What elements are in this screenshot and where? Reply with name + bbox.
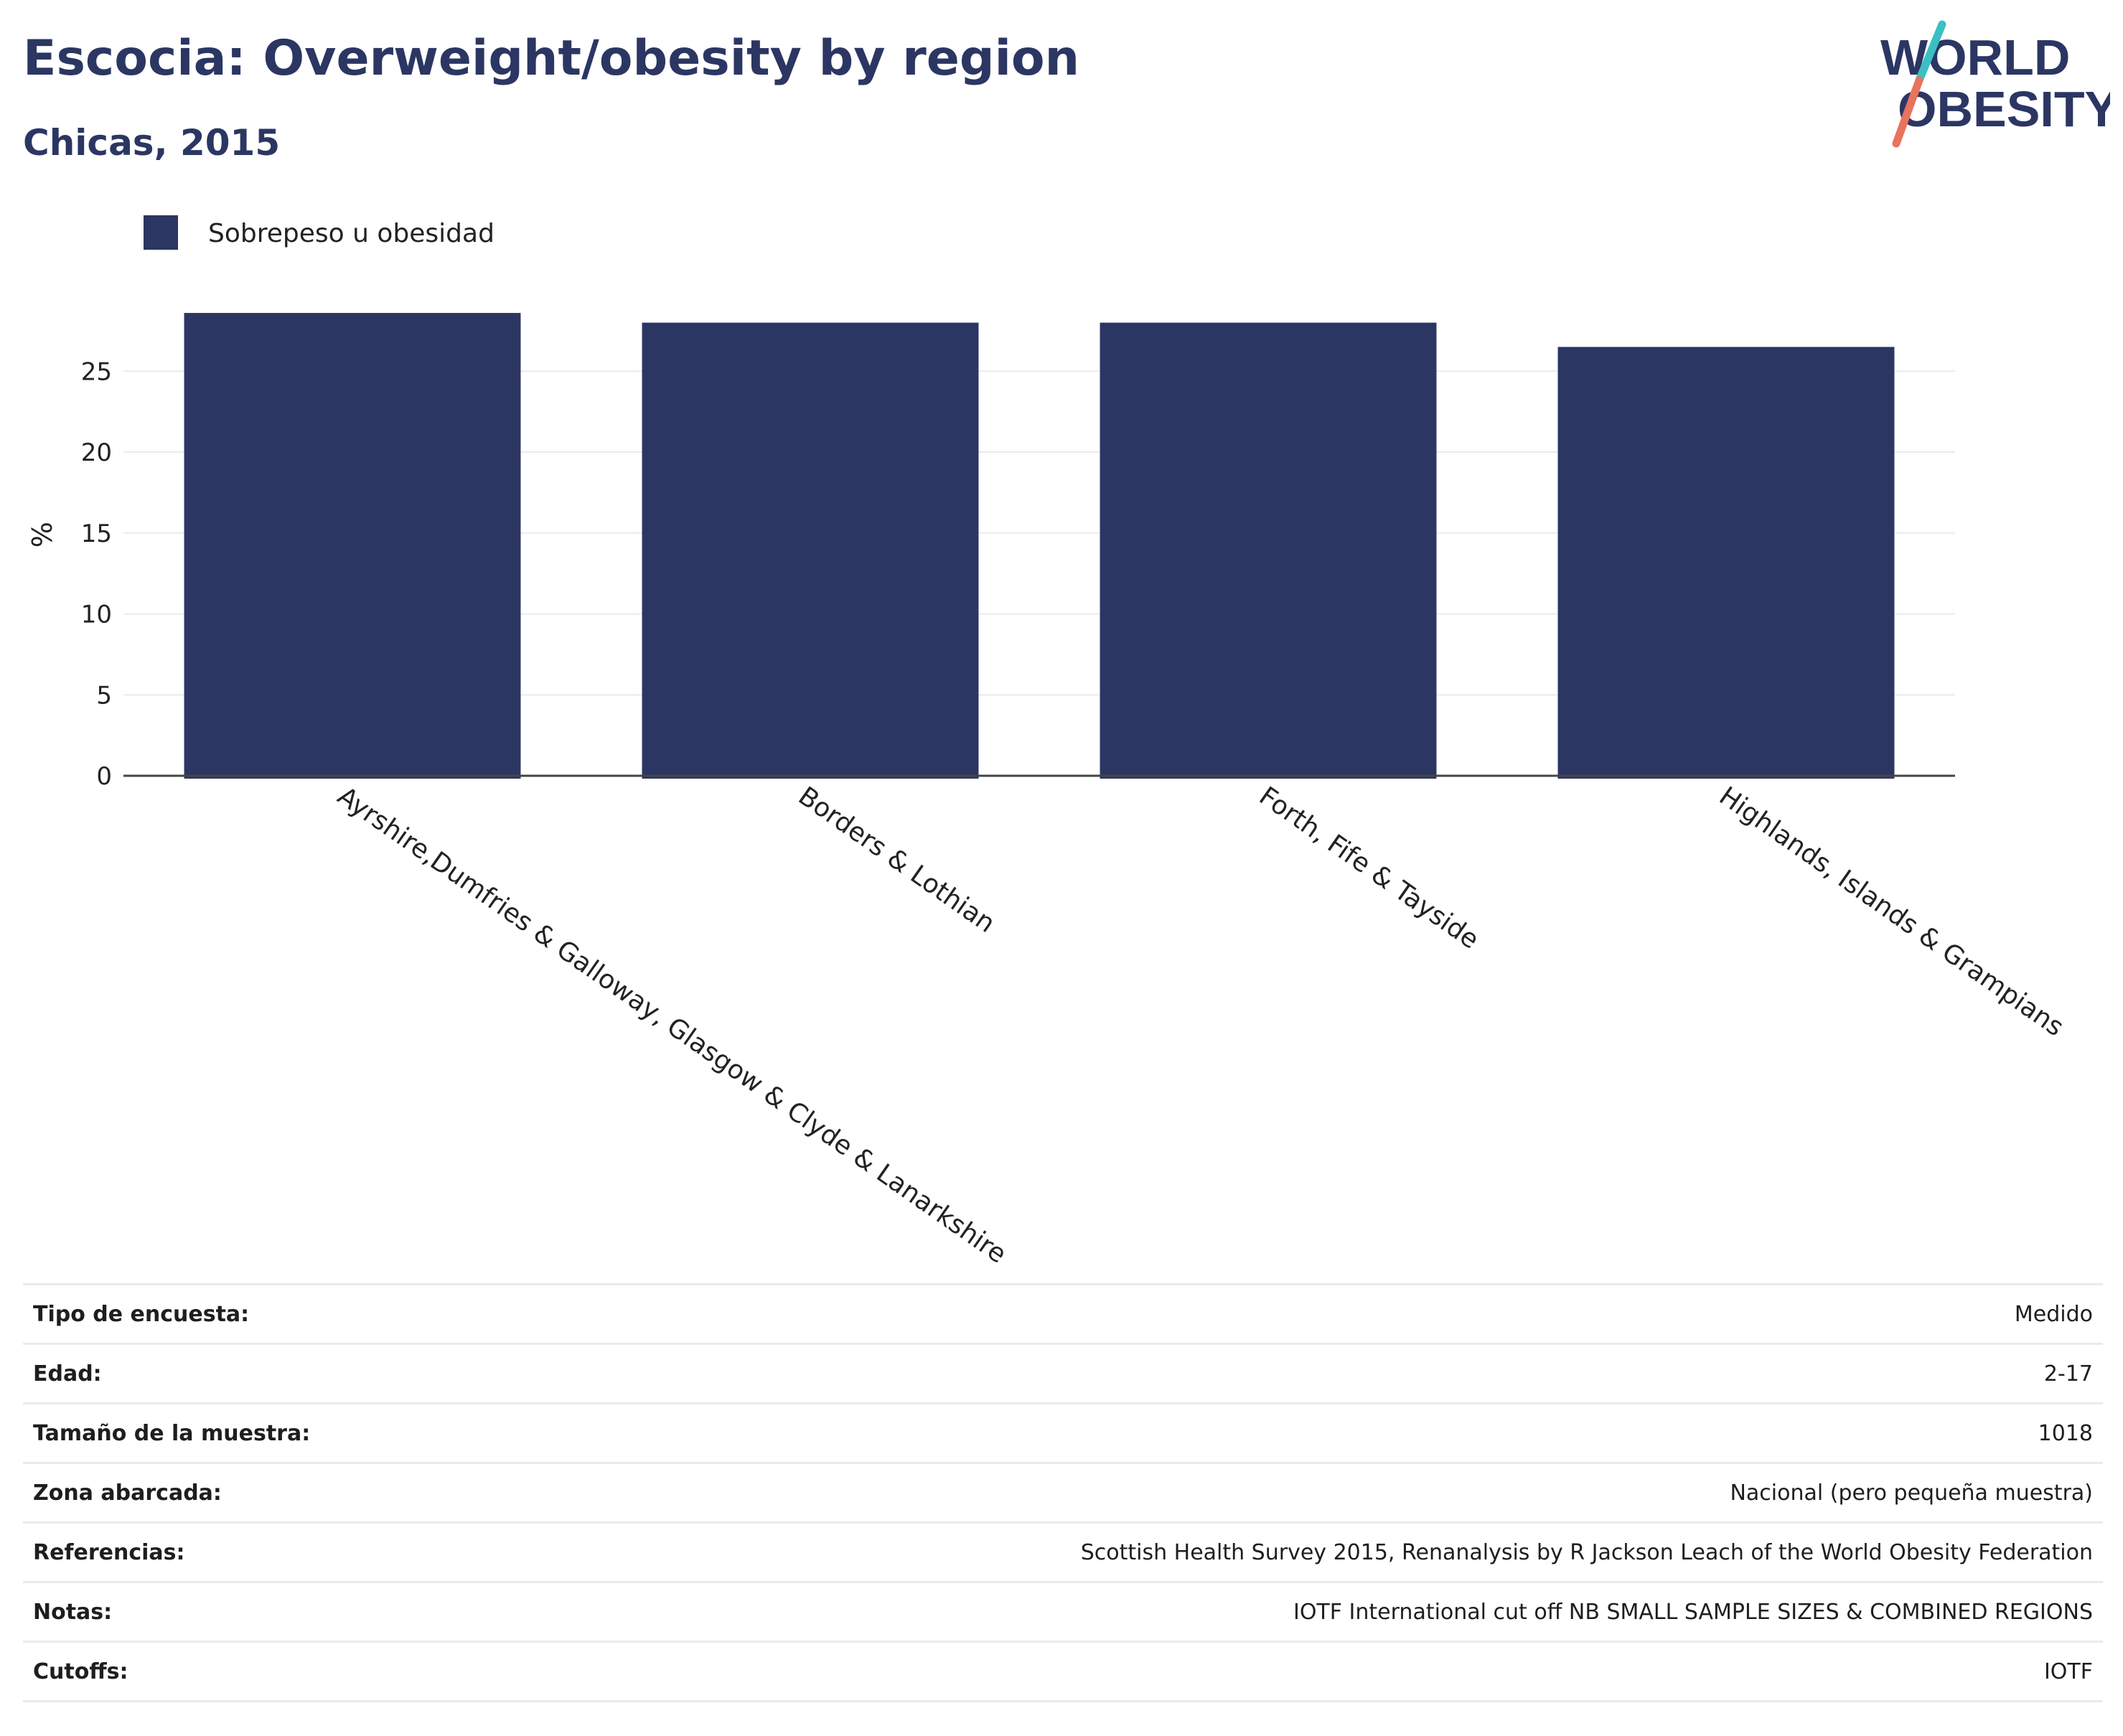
table-row: Zona abarcada: Nacional (pero pequeña mue… <box>23 1463 2103 1523</box>
detail-value: IOTF International cut off NB SMALL SAMP… <box>1293 1599 2093 1625</box>
detail-value: Medido <box>2014 1301 2093 1327</box>
logo-line1: WORLD <box>1880 29 2070 85</box>
detail-label: Edad: <box>33 1361 102 1387</box>
detail-label: Zona abarcada: <box>33 1480 222 1506</box>
y-tick-label: 5 <box>96 681 112 710</box>
world-obesity-logo: WORLD OBESITY <box>1880 20 2110 148</box>
bar <box>1100 322 1437 779</box>
y-axis-label: % <box>27 522 58 548</box>
detail-label: Tipo de encuesta: <box>33 1301 250 1327</box>
detail-label: Cutoffs: <box>33 1658 128 1684</box>
x-tick-label: Highlands, Islands & Grampians <box>1714 782 2069 1043</box>
detail-value: Nacional (pero pequeña muestra) <box>1730 1480 2093 1506</box>
table-row: Referencias: Scottish Health Survey 2015,… <box>23 1522 2103 1582</box>
chart-title: Escocia: Overweight/obesity by region <box>23 30 1080 87</box>
table-row: Edad: 2-17 <box>23 1343 2103 1404</box>
detail-label: Tamaño de la muestra: <box>33 1420 311 1446</box>
y-tick-label: 20 <box>81 438 112 467</box>
legend-label: Sobrepeso u obesidad <box>208 219 495 248</box>
survey-details-table: Tipo de encuesta: Medido Edad: 2-17 Tamaño d… <box>23 1283 2103 1702</box>
bar <box>184 313 521 779</box>
table-row: Cutoffs: IOTF <box>23 1641 2103 1702</box>
table-row: Tamaño de la muestra: 1018 <box>23 1403 2103 1463</box>
x-tick-label: Borders & Lothian <box>793 782 1000 939</box>
logo-slash-top <box>1915 20 1946 85</box>
detail-value: 1018 <box>2038 1420 2093 1446</box>
detail-value: Scottish Health Survey 2015, Renanalysis… <box>1080 1539 2093 1565</box>
bar <box>642 322 979 779</box>
legend-swatch <box>144 215 178 250</box>
x-tick-label: Forth, Fife & Tayside <box>1254 782 1484 955</box>
detail-value: 2-17 <box>2043 1361 2093 1387</box>
bar <box>1557 347 1895 779</box>
y-tick-label: 0 <box>96 762 112 791</box>
table-row: Notas: IOTF International cut off NB SMAL… <box>23 1582 2103 1642</box>
y-tick-label: 25 <box>81 357 112 386</box>
logo-line2: OBESITY <box>1898 81 2110 137</box>
chart-subtitle: Chicas, 2015 <box>23 122 281 164</box>
y-tick-label: 10 <box>81 601 112 629</box>
logo-slash-bottom <box>1892 76 1923 148</box>
y-tick-label: 15 <box>81 520 112 548</box>
detail-label: Referencias: <box>33 1539 185 1565</box>
detail-value: IOTF <box>2043 1658 2093 1684</box>
table-row: Tipo de encuesta: Medido <box>23 1284 2103 1344</box>
detail-label: Notas: <box>33 1599 113 1625</box>
